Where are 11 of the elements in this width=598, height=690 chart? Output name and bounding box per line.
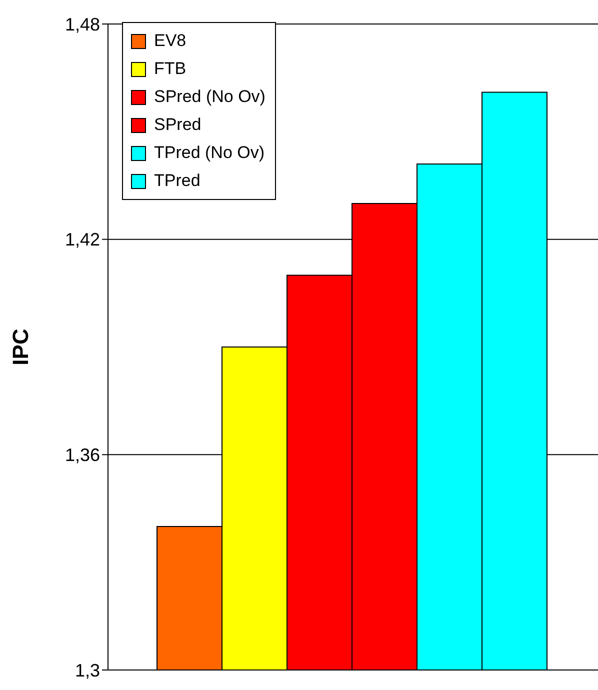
legend-label: SPred	[154, 115, 202, 135]
legend-label: FTB	[154, 59, 186, 79]
legend-label: EV8	[154, 31, 186, 51]
y-tick-label: 1,42	[64, 230, 100, 250]
legend-label: TPred	[154, 171, 200, 191]
y-tick-label: 1,48	[64, 14, 100, 34]
legend-label: SPred (No Ov)	[154, 87, 266, 107]
y-axis-title: IPC	[8, 328, 33, 366]
legend-label: TPred (No Ov)	[154, 143, 265, 163]
y-tick-label: 1,3	[74, 660, 100, 680]
y-tick-label: 1,36	[64, 445, 100, 466]
